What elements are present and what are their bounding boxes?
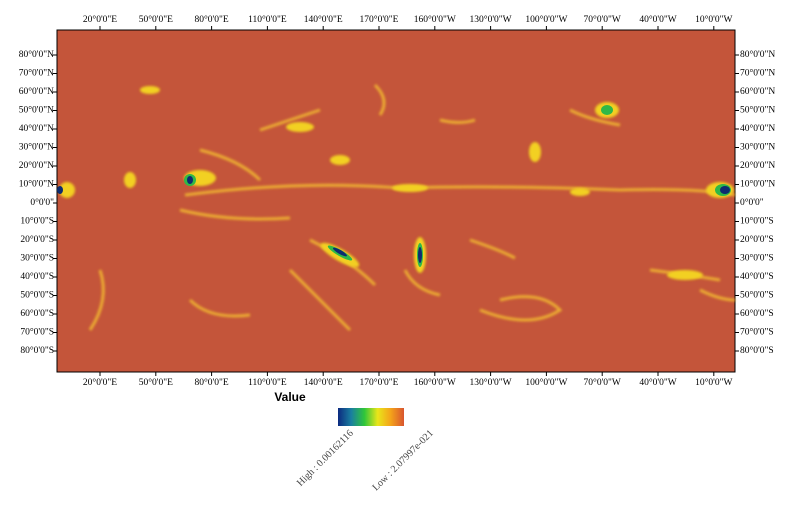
longitude-label: 170°0'0"E bbox=[360, 377, 399, 388]
latitude-label: 10°0'0"N bbox=[740, 179, 775, 190]
longitude-label: 50°0'0"E bbox=[139, 377, 173, 388]
latitude-label: 50°0'0"S bbox=[740, 290, 774, 301]
latitude-label: 30°0'0"S bbox=[20, 253, 54, 264]
latitude-label: 70°0'0"N bbox=[740, 68, 775, 79]
longitude-label: 160°0'0"W bbox=[414, 377, 456, 388]
latitude-label: 30°0'0"N bbox=[740, 142, 775, 153]
longitude-label: 110°0'0"E bbox=[248, 377, 287, 388]
longitude-label: 110°0'0"E bbox=[248, 14, 287, 25]
latitude-label: 70°0'0"S bbox=[740, 327, 774, 338]
latitude-label: 80°0'0"S bbox=[20, 345, 54, 356]
longitude-label: 70°0'0"W bbox=[584, 14, 621, 25]
legend-high: High : 0.00162116 bbox=[295, 428, 356, 489]
longitude-label: 40°0'0"W bbox=[639, 14, 676, 25]
latitude-label: 40°0'0"N bbox=[19, 123, 54, 134]
color-ramp bbox=[338, 408, 404, 426]
longitude-label: 20°0'0"E bbox=[83, 377, 117, 388]
longitude-label: 50°0'0"E bbox=[139, 14, 173, 25]
latitude-label: 80°0'0"N bbox=[740, 49, 775, 60]
latitude-label: 60°0'0"S bbox=[740, 308, 774, 319]
latitude-label: 20°0'0"S bbox=[20, 234, 54, 245]
latitude-label: 20°0'0"N bbox=[740, 160, 775, 171]
latitude-label: 80°0'0"N bbox=[19, 49, 54, 60]
longitude-label: 140°0'0"E bbox=[304, 14, 343, 25]
longitude-label: 160°0'0"W bbox=[414, 14, 456, 25]
latitude-label: 20°0'0"N bbox=[19, 160, 54, 171]
latitude-label: 50°0'0"S bbox=[20, 290, 54, 301]
latitude-label: 40°0'0"N bbox=[740, 123, 775, 134]
latitude-label: 0°0'0" bbox=[30, 197, 54, 208]
latitude-label: 20°0'0"S bbox=[740, 234, 774, 245]
graticule-labels: 20°0'0"E 20°0'0"E 50°0'0"E 50°0'0"E 80°0'0"E… bbox=[19, 14, 776, 388]
latitude-label: 10°0'0"N bbox=[19, 179, 54, 190]
latitude-label: 40°0'0"S bbox=[740, 271, 774, 282]
latitude-label: 10°0'0"S bbox=[740, 216, 774, 227]
raster bbox=[56, 29, 736, 373]
longitude-label: 170°0'0"E bbox=[360, 14, 399, 25]
longitude-label: 10°0'0"W bbox=[695, 14, 732, 25]
latitude-label: 70°0'0"N bbox=[19, 68, 54, 79]
longitude-label: 140°0'0"E bbox=[304, 377, 343, 388]
longitude-label: 80°0'0"E bbox=[194, 377, 228, 388]
longitude-label: 130°0'0"W bbox=[470, 14, 512, 25]
longitude-label: 70°0'0"W bbox=[584, 377, 621, 388]
legend-title: Value bbox=[274, 390, 306, 404]
longitude-label: 80°0'0"E bbox=[194, 14, 228, 25]
latitude-label: 30°0'0"S bbox=[740, 253, 774, 264]
latitude-label: 10°0'0"S bbox=[20, 216, 54, 227]
latitude-label: 0°0'0" bbox=[740, 197, 764, 208]
longitude-label: 130°0'0"W bbox=[470, 377, 512, 388]
latitude-label: 60°0'0"N bbox=[19, 86, 54, 97]
longitude-label: 10°0'0"W bbox=[695, 377, 732, 388]
longitude-label: 100°0'0"W bbox=[525, 377, 567, 388]
latitude-label: 50°0'0"N bbox=[19, 105, 54, 116]
latitude-label: 60°0'0"N bbox=[740, 86, 775, 97]
longitude-label: 40°0'0"W bbox=[639, 377, 676, 388]
legend-low: Low : 2.07997e-021 bbox=[370, 428, 435, 493]
latitude-label: 60°0'0"S bbox=[20, 308, 54, 319]
latitude-label: 80°0'0"S bbox=[740, 345, 774, 356]
latitude-label: 30°0'0"N bbox=[19, 142, 54, 153]
latitude-label: 40°0'0"S bbox=[20, 271, 54, 282]
longitude-label: 100°0'0"W bbox=[525, 14, 567, 25]
latitude-label: 70°0'0"S bbox=[20, 327, 54, 338]
latitude-label: 50°0'0"N bbox=[740, 105, 775, 116]
longitude-label: 20°0'0"E bbox=[83, 14, 117, 25]
